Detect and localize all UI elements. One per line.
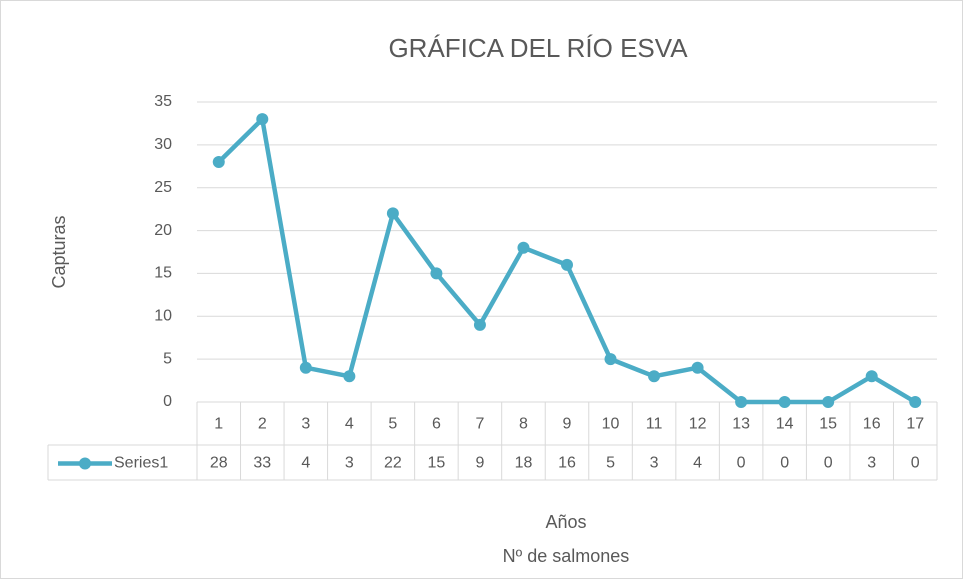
- point-marker: [735, 396, 748, 408]
- point-marker: [299, 361, 312, 374]
- x-tick-label: 5: [388, 416, 397, 433]
- table-value: 3: [345, 455, 354, 472]
- x-tick-label: 15: [819, 416, 837, 433]
- table-value: 5: [606, 455, 615, 472]
- table-value: 0: [911, 455, 920, 472]
- y-tick-label: 20: [154, 222, 172, 239]
- y-tick-label: 10: [154, 308, 172, 325]
- point-marker: [473, 318, 486, 331]
- table-value: 0: [737, 455, 746, 472]
- point-marker: [430, 267, 443, 280]
- x-tick-label: 13: [732, 416, 750, 433]
- table-value: 4: [301, 455, 310, 472]
- chart-title: GRÁFICA DEL RÍO ESVA: [388, 33, 688, 63]
- x-tick-label: 7: [475, 416, 484, 433]
- point-marker: [604, 353, 617, 366]
- legend-label: Series1: [114, 455, 168, 472]
- y-tick-label: 25: [154, 179, 172, 196]
- point-marker: [517, 241, 530, 254]
- table-value: 9: [475, 455, 484, 472]
- x-tick-label: 14: [776, 416, 794, 433]
- point-marker: [256, 113, 269, 126]
- x-tick-label: 1: [214, 416, 223, 433]
- x-axis-label: Nº de salmones: [503, 546, 630, 566]
- x-tick-label: 2: [258, 416, 267, 433]
- table-value: 22: [384, 455, 402, 472]
- table-value: 15: [428, 455, 446, 472]
- legend-marker: [79, 457, 91, 470]
- y-tick-label: 35: [154, 93, 172, 110]
- y-tick-label: 15: [154, 265, 172, 282]
- x-tick-label: 8: [519, 416, 528, 433]
- point-marker: [212, 156, 225, 168]
- x-tick-label: 4: [345, 416, 354, 433]
- table-value: 4: [693, 455, 702, 472]
- point-marker: [778, 396, 791, 408]
- table-value: 0: [824, 455, 833, 472]
- y-tick-label: 5: [163, 350, 172, 367]
- point-marker: [691, 361, 704, 374]
- point-marker: [648, 370, 661, 383]
- table-value: 0: [780, 455, 789, 472]
- x-tick-label: 6: [432, 416, 441, 433]
- y-axis-label: Capturas: [49, 215, 69, 288]
- x-tick-label: 10: [602, 416, 620, 433]
- table-value: 16: [558, 455, 576, 472]
- x-tick-label: 17: [906, 416, 924, 433]
- table-value: 3: [650, 455, 659, 472]
- point-marker: [909, 396, 922, 408]
- x-tick-label: 16: [863, 416, 881, 433]
- y-tick-label: 30: [154, 136, 172, 153]
- point-marker: [865, 370, 878, 383]
- point-marker: [386, 207, 399, 220]
- x-tick-label: 11: [646, 416, 663, 433]
- table-value: 18: [515, 455, 533, 472]
- table-value: 33: [253, 455, 271, 472]
- point-marker: [343, 370, 356, 383]
- x-tick-label: 12: [689, 416, 707, 433]
- y-tick-label: 0: [163, 393, 172, 410]
- table-value: 28: [210, 455, 228, 472]
- point-marker: [822, 396, 835, 408]
- table-value: 3: [867, 455, 876, 472]
- x-tick-label: 9: [563, 416, 572, 433]
- x-tick-label: 3: [301, 416, 310, 433]
- point-marker: [561, 258, 573, 271]
- x-axis-label: Años: [545, 512, 586, 532]
